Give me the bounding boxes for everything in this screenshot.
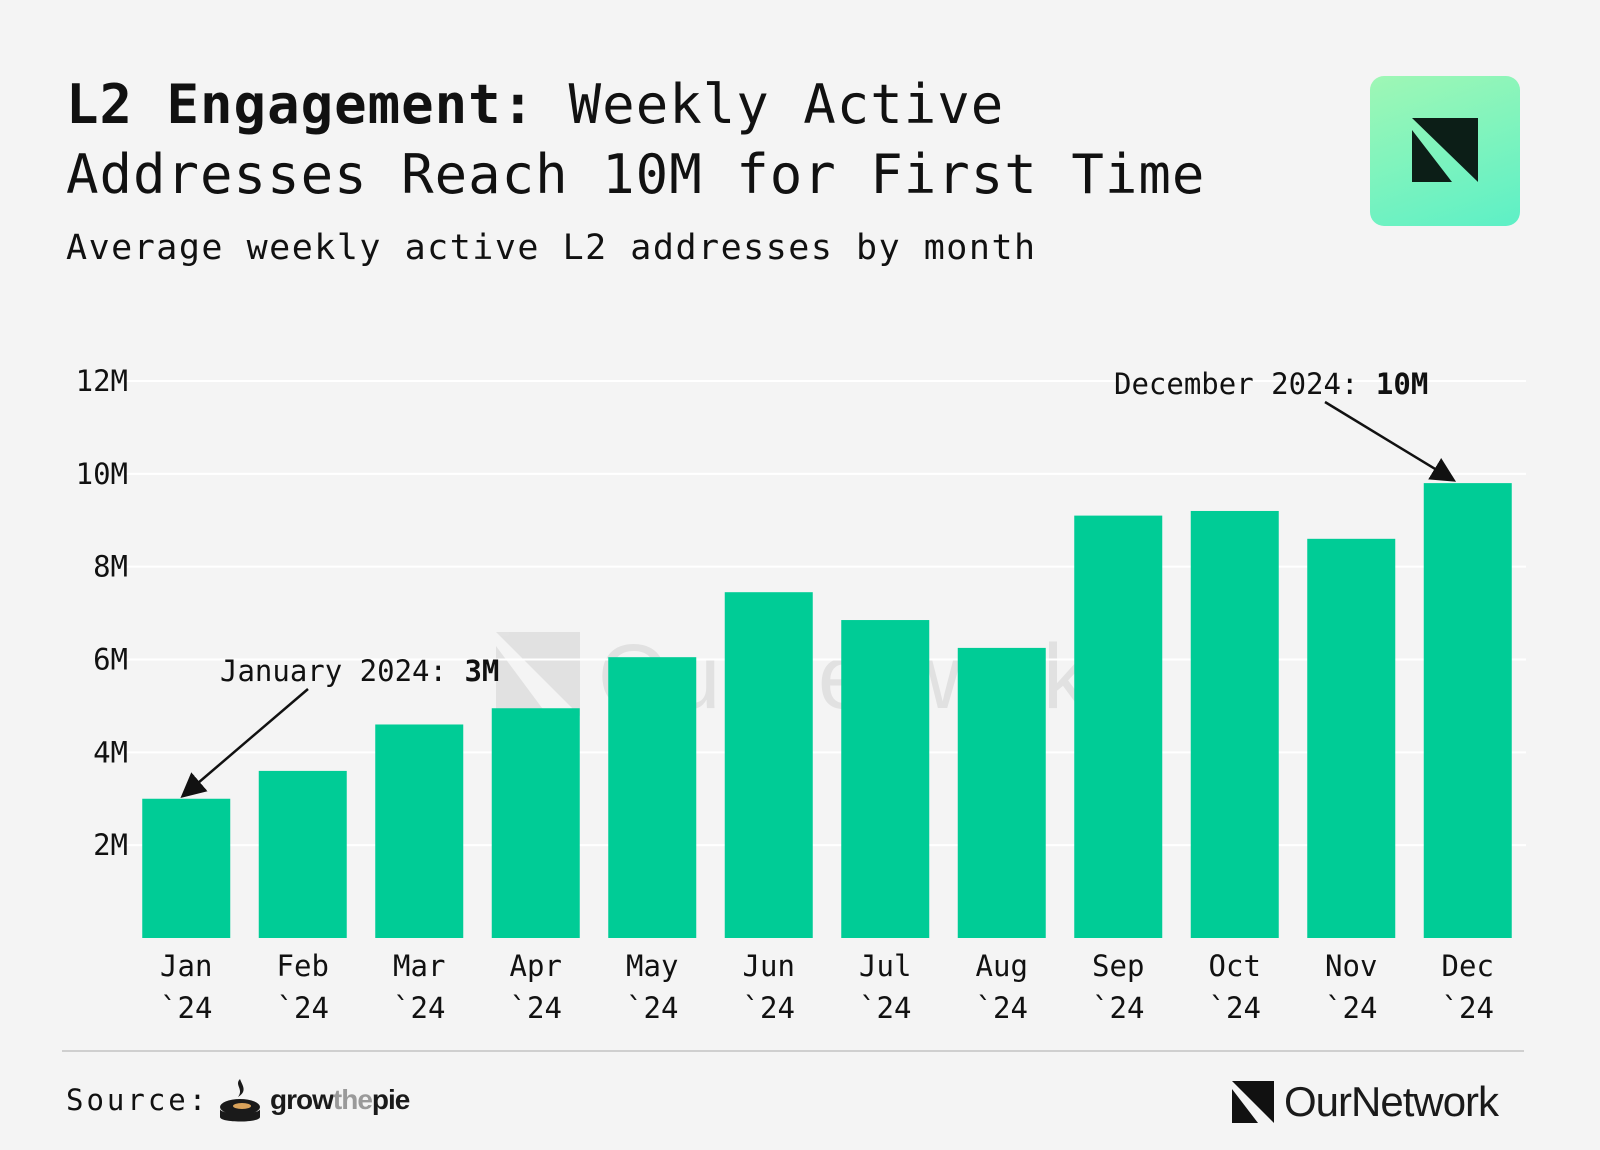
x-tick-label: `24 xyxy=(510,991,562,1025)
bar xyxy=(1190,510,1279,938)
x-tick-label: Jun xyxy=(743,949,795,983)
bar xyxy=(258,770,347,938)
annotation-label: January 2024: 3M xyxy=(220,654,499,688)
title-bold: L2 Engagement: xyxy=(66,73,536,136)
x-tick-label: `24 xyxy=(976,991,1028,1025)
chart-subtitle: Average weekly active L2 addresses by mo… xyxy=(66,228,1037,268)
x-tick-label: Aug xyxy=(976,949,1028,983)
chart-title: L2 Engagement: Weekly Active Addresses R… xyxy=(66,70,1326,210)
title-rest: Weekly Active Addresses Reach 10M for Fi… xyxy=(66,73,1206,206)
x-tick-label: Feb xyxy=(277,949,329,983)
bar xyxy=(724,592,813,938)
ournetwork-mark-icon xyxy=(1232,1081,1274,1123)
x-tick-label: Dec xyxy=(1442,949,1494,983)
bar xyxy=(375,724,464,938)
source-brand-mid: the xyxy=(332,1084,373,1115)
x-tick-label: Jul xyxy=(859,949,911,983)
y-tick-label: 12M xyxy=(76,364,128,398)
x-tick-label: Jan xyxy=(160,949,212,983)
x-tick-label: Oct xyxy=(1209,949,1261,983)
y-tick-label: 2M xyxy=(93,828,128,862)
y-tick-label: 4M xyxy=(93,735,128,769)
x-tick-label: `24 xyxy=(1442,991,1494,1025)
x-tick-label: `24 xyxy=(1209,991,1261,1025)
source-brand[interactable]: growthepie xyxy=(218,1075,410,1125)
bar xyxy=(1074,515,1163,938)
y-tick-label: 10M xyxy=(76,457,128,491)
bar xyxy=(142,798,231,938)
bar xyxy=(1307,538,1396,938)
annotation-arrow xyxy=(180,688,309,798)
source-label: Source: xyxy=(66,1083,210,1117)
ournetwork-logo-icon xyxy=(1370,76,1520,226)
x-tick-label: `24 xyxy=(1092,991,1144,1025)
bar xyxy=(1423,483,1512,938)
source-brand-right: pie xyxy=(371,1084,410,1115)
annotation-arrow xyxy=(1324,400,1457,482)
x-tick-label: Apr xyxy=(510,949,562,983)
brand-name: OurNetwork xyxy=(1284,1078,1499,1125)
bar xyxy=(957,647,1046,938)
x-tick-label: `24 xyxy=(393,991,445,1025)
x-tick-label: Nov xyxy=(1325,949,1377,983)
x-tick-label: Mar xyxy=(393,949,445,983)
bar xyxy=(491,708,580,938)
x-tick-label: `24 xyxy=(626,991,678,1025)
ournetwork-brand[interactable]: OurNetwork xyxy=(1232,1078,1499,1126)
x-tick-label: `24 xyxy=(743,991,795,1025)
footer-divider xyxy=(62,1050,1524,1052)
source-brand-left: grow xyxy=(270,1084,334,1115)
pie-icon xyxy=(220,1079,260,1122)
x-tick-label: `24 xyxy=(277,991,329,1025)
bar xyxy=(841,620,930,938)
annotation-label: December 2024: 10M xyxy=(1114,367,1428,401)
x-tick-label: `24 xyxy=(1325,991,1377,1025)
x-tick-label: `24 xyxy=(859,991,911,1025)
x-tick-label: `24 xyxy=(160,991,212,1025)
x-tick-label: Sep xyxy=(1092,949,1144,983)
y-tick-label: 8M xyxy=(93,550,128,584)
x-tick-label: May xyxy=(626,949,678,983)
y-tick-label: 6M xyxy=(93,643,128,677)
bar xyxy=(608,657,697,938)
